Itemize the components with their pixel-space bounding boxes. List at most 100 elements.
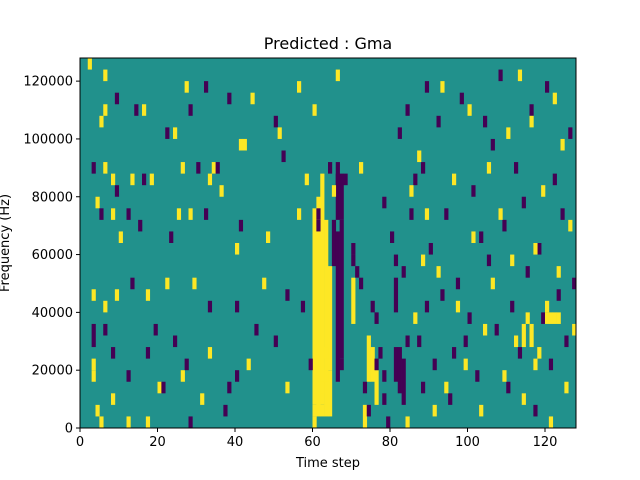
heatmap-band-low bbox=[394, 347, 398, 382]
heatmap-cell-high bbox=[96, 405, 100, 417]
heatmap-cell-low bbox=[444, 208, 448, 220]
heatmap-cell-high bbox=[541, 185, 545, 197]
heatmap-cell-high bbox=[181, 162, 185, 174]
heatmap-cell-low bbox=[173, 336, 177, 348]
heatmap-cell-high bbox=[285, 382, 289, 394]
heatmap-cell-high bbox=[417, 151, 421, 163]
heatmap-band-low bbox=[336, 231, 340, 381]
heatmap-cell-high bbox=[119, 231, 123, 243]
heatmap-cell-low bbox=[301, 301, 305, 313]
heatmap-cell-low bbox=[282, 151, 286, 163]
heatmap-cell-high bbox=[297, 81, 301, 93]
heatmap-cell-high bbox=[146, 289, 150, 301]
heatmap-cell-high bbox=[235, 243, 239, 255]
heatmap-band-high bbox=[324, 220, 328, 417]
y-tick-label: 80000 bbox=[32, 190, 73, 205]
heatmap-cell-low bbox=[518, 347, 522, 359]
heatmap-cell-high bbox=[208, 347, 212, 359]
heatmap-cell-high bbox=[561, 139, 565, 151]
heatmap-cell-low bbox=[351, 243, 355, 255]
heatmap-cell-low bbox=[491, 139, 495, 151]
heatmap-cell-low bbox=[530, 104, 534, 116]
heatmap-cell-high bbox=[92, 289, 96, 301]
heatmap-cell-high bbox=[545, 312, 549, 324]
heatmap-cell-low bbox=[115, 185, 119, 197]
heatmap-cell-low bbox=[165, 127, 169, 139]
heatmap-cell-high bbox=[208, 174, 212, 186]
heatmap-cell-high bbox=[471, 231, 475, 243]
heatmap-cell-low bbox=[398, 127, 402, 139]
heatmap-cell-high bbox=[142, 104, 146, 116]
heatmap-cell-high bbox=[313, 104, 317, 116]
heatmap-cell-high bbox=[192, 278, 196, 290]
heatmap-cell-high bbox=[111, 393, 115, 405]
heatmap-cell-low bbox=[254, 324, 258, 336]
heatmap-cell-low bbox=[421, 382, 425, 394]
heatmap-cell-high bbox=[553, 93, 557, 105]
heatmap-cell-high bbox=[266, 231, 270, 243]
heatmap-cell-low bbox=[394, 255, 398, 267]
heatmap-cell-high bbox=[103, 104, 107, 116]
heatmap-cell-high bbox=[173, 127, 177, 139]
heatmap-cell-high bbox=[103, 301, 107, 313]
heatmap-cell-high bbox=[212, 162, 216, 174]
heatmap-cell-low bbox=[382, 197, 386, 209]
heatmap-cell-low bbox=[402, 266, 406, 278]
heatmap-cell-high bbox=[456, 301, 460, 313]
heatmap-cell-high bbox=[103, 162, 107, 174]
heatmap-cell-high bbox=[452, 174, 456, 186]
heatmap-cell-low bbox=[103, 324, 107, 336]
heatmap-cell-low bbox=[115, 93, 119, 105]
heatmap-cell-low bbox=[134, 104, 138, 116]
x-tick-label: 100 bbox=[455, 435, 480, 450]
heatmap-cell-low bbox=[127, 208, 131, 220]
heatmap-cell-low bbox=[425, 81, 429, 93]
heatmap-cell-high bbox=[487, 162, 491, 174]
heatmap-cell-low bbox=[328, 162, 332, 174]
heatmap-cell-high bbox=[464, 359, 468, 371]
heatmap-cell-low bbox=[553, 174, 557, 186]
heatmap-cell-low bbox=[471, 185, 475, 197]
heatmap-band-low bbox=[340, 174, 344, 220]
heatmap-cell-low bbox=[568, 127, 572, 139]
heatmap-cell-low bbox=[510, 301, 514, 313]
heatmap-cell-high bbox=[409, 185, 413, 197]
plot-area bbox=[80, 58, 576, 428]
heatmap-cell-low bbox=[468, 312, 472, 324]
heatmap-cell-low bbox=[502, 220, 506, 232]
heatmap-cell-high bbox=[189, 208, 193, 220]
heatmap-cell-low bbox=[204, 81, 208, 93]
heatmap-band-high bbox=[328, 370, 332, 416]
heatmap-cell-high bbox=[549, 312, 553, 324]
heatmap-cell-low bbox=[227, 93, 231, 105]
heatmap-cell-low bbox=[564, 336, 568, 348]
heatmap-cell-high bbox=[243, 139, 247, 151]
heatmap-cell-high bbox=[96, 197, 100, 209]
heatmap-cell-low bbox=[235, 301, 239, 313]
heatmap-cell-low bbox=[111, 347, 115, 359]
heatmap-cell-low bbox=[196, 162, 200, 174]
heatmap-cell-high bbox=[530, 336, 534, 348]
heatmap-cell-low bbox=[386, 416, 390, 428]
heatmap-band-high bbox=[375, 370, 379, 405]
heatmap-cell-high bbox=[530, 324, 534, 336]
heatmap-cell-high bbox=[557, 312, 561, 324]
x-tick-label: 40 bbox=[227, 435, 244, 450]
heatmap-cell-high bbox=[313, 416, 317, 428]
heatmap-cell-high bbox=[425, 208, 429, 220]
heatmap-cell-low bbox=[433, 359, 437, 371]
heatmap-cell-high bbox=[336, 70, 340, 82]
heatmap-cell-low bbox=[440, 289, 444, 301]
heatmap-cell-low bbox=[161, 382, 165, 394]
y-tick-label: 120000 bbox=[23, 75, 73, 90]
y-tick-label: 0 bbox=[65, 422, 73, 437]
y-axis: 0 20000 40000 60000 80000 100000 120000 bbox=[23, 75, 80, 437]
heatmap-band-low bbox=[394, 278, 398, 313]
heatmap-cell-low bbox=[146, 347, 150, 359]
y-tick-label: 40000 bbox=[32, 306, 73, 321]
heatmap-cell-high bbox=[92, 370, 96, 382]
heatmap-cell-low bbox=[363, 382, 367, 394]
heatmap-cell-high bbox=[359, 162, 363, 174]
heatmap-cell-low bbox=[208, 301, 212, 313]
heatmap-cell-high bbox=[251, 93, 255, 105]
